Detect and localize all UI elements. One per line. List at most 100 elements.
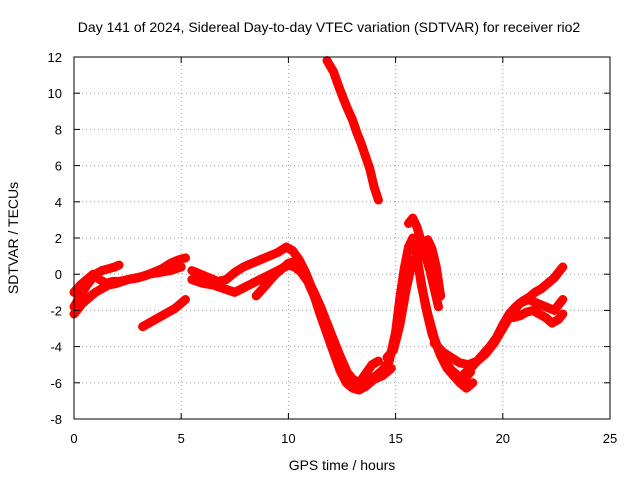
data-point bbox=[78, 299, 87, 308]
x-tick-label: 20 bbox=[496, 431, 510, 446]
y-tick-label: -6 bbox=[50, 376, 62, 391]
data-point bbox=[419, 243, 428, 252]
data-point bbox=[357, 139, 366, 148]
data-point bbox=[342, 101, 351, 110]
data-point bbox=[511, 302, 520, 311]
data-point bbox=[282, 243, 291, 252]
data-point bbox=[265, 277, 274, 286]
data-point bbox=[378, 366, 387, 375]
data-point bbox=[177, 262, 186, 271]
data-point bbox=[543, 279, 552, 288]
y-tick-label: -4 bbox=[50, 340, 62, 355]
data-point bbox=[177, 299, 186, 308]
data-point bbox=[175, 255, 184, 264]
data-point bbox=[265, 252, 274, 261]
data-point bbox=[432, 262, 441, 271]
data-point bbox=[134, 273, 143, 282]
data-point bbox=[479, 349, 488, 358]
data-point bbox=[91, 270, 100, 279]
data-point bbox=[498, 320, 507, 329]
data-point bbox=[434, 302, 443, 311]
data-point bbox=[554, 268, 563, 277]
data-point bbox=[247, 259, 256, 268]
data-point bbox=[258, 284, 267, 293]
data-point bbox=[115, 261, 124, 270]
data-point bbox=[460, 369, 469, 378]
data-point bbox=[423, 235, 432, 244]
x-axis-label: GPS time / hours bbox=[289, 457, 396, 473]
data-point bbox=[277, 264, 286, 273]
data-point bbox=[145, 270, 154, 279]
series-pass-o bbox=[509, 305, 568, 328]
data-point bbox=[353, 129, 362, 138]
x-tick-label: 25 bbox=[603, 431, 617, 446]
data-point bbox=[310, 288, 319, 297]
data-point bbox=[181, 295, 190, 304]
chart-title: Day 141 of 2024, Sidereal Day-to-day VTE… bbox=[78, 19, 581, 35]
data-point bbox=[87, 275, 96, 284]
data-point bbox=[383, 353, 392, 362]
data-point bbox=[348, 384, 357, 393]
data-point bbox=[428, 329, 437, 338]
data-point bbox=[537, 284, 546, 293]
data-point bbox=[524, 293, 533, 302]
data-point bbox=[316, 302, 325, 311]
data-point bbox=[284, 259, 293, 268]
data-point bbox=[322, 319, 331, 328]
y-tick-label: 8 bbox=[55, 122, 62, 137]
data-point bbox=[550, 273, 559, 282]
data-point bbox=[541, 313, 550, 322]
data-point bbox=[220, 284, 229, 293]
data-point bbox=[368, 360, 377, 369]
data-point bbox=[187, 266, 196, 275]
data-point bbox=[166, 266, 175, 275]
data-point bbox=[421, 302, 430, 311]
data-point bbox=[528, 306, 537, 315]
data-point bbox=[297, 264, 306, 273]
data-point bbox=[123, 275, 132, 284]
data-point bbox=[455, 358, 464, 367]
data-point bbox=[164, 308, 173, 317]
data-point bbox=[335, 85, 344, 94]
data-point bbox=[155, 268, 164, 277]
data-point bbox=[104, 281, 113, 290]
x-tick-label: 10 bbox=[281, 431, 295, 446]
data-point bbox=[408, 214, 417, 223]
series-band bbox=[382, 255, 476, 384]
data-point bbox=[436, 291, 445, 300]
y-tick-label: 0 bbox=[55, 267, 62, 282]
data-point bbox=[509, 313, 518, 322]
data-point bbox=[466, 364, 475, 373]
data-point bbox=[468, 378, 477, 387]
data-point bbox=[252, 277, 261, 286]
data-point bbox=[374, 195, 383, 204]
y-tick-label: 10 bbox=[48, 86, 62, 101]
data-point bbox=[110, 262, 119, 271]
data-point bbox=[372, 371, 381, 380]
data-point bbox=[530, 288, 539, 297]
data-point bbox=[157, 311, 166, 320]
data-point bbox=[78, 288, 87, 297]
data-point bbox=[329, 67, 338, 76]
data-point bbox=[515, 311, 524, 320]
series-pass-h bbox=[322, 56, 383, 205]
data-point bbox=[322, 56, 331, 65]
data-point bbox=[252, 291, 261, 300]
data-point bbox=[187, 275, 196, 284]
data-point bbox=[361, 369, 370, 378]
data-point bbox=[112, 279, 121, 288]
x-tick-label: 0 bbox=[70, 431, 77, 446]
y-tick-label: 6 bbox=[55, 159, 62, 174]
data-point bbox=[415, 266, 424, 275]
data-point bbox=[408, 234, 417, 242]
tick-layer: 0 5 10 15 20 25 -8 -6 -4 -2 0 2 4 6 8 10 12 bbox=[48, 50, 618, 446]
data-point bbox=[374, 357, 383, 366]
data-point bbox=[361, 152, 370, 161]
data-point bbox=[428, 244, 437, 253]
data-point bbox=[230, 268, 239, 277]
data-point bbox=[365, 375, 374, 384]
data-point bbox=[198, 279, 207, 288]
series-pass-l bbox=[419, 235, 446, 301]
x-tick-label: 15 bbox=[388, 431, 402, 446]
